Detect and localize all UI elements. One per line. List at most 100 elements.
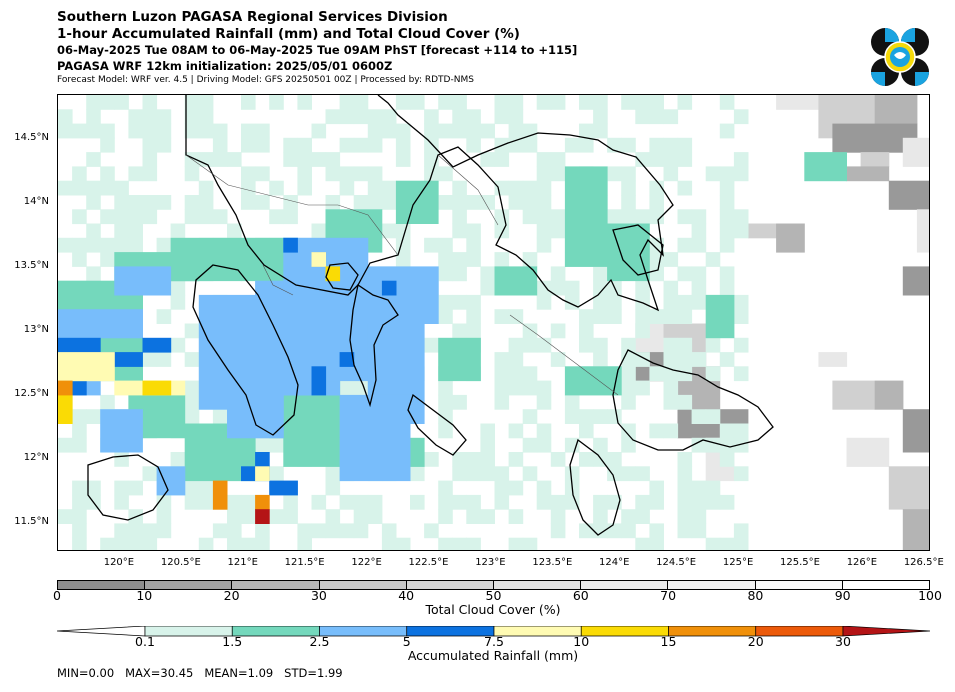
cloud-cell	[902, 266, 929, 296]
rain-cell	[719, 537, 735, 550]
rain-cell-intense	[381, 280, 397, 296]
rain-cell	[353, 509, 369, 524]
rain-cell	[663, 280, 679, 296]
rain-colorbar-segment	[755, 626, 844, 637]
lon-label: 122°E	[351, 557, 382, 568]
rain-cell	[522, 323, 538, 339]
rain-cell	[677, 209, 693, 225]
rain-colorbar-min-extension	[57, 626, 146, 637]
rain-cell	[325, 509, 341, 524]
rain-cell-heavy	[114, 266, 172, 296]
rain-cell	[522, 537, 538, 550]
rain-cell	[494, 394, 510, 410]
rain-cell	[522, 180, 538, 196]
rain-cell	[339, 166, 355, 182]
rain-cell	[635, 323, 650, 339]
rain-cell	[593, 352, 608, 367]
rain-cell	[593, 266, 608, 282]
cloud-colorbar-segment	[232, 581, 320, 589]
rain-cell	[466, 309, 481, 324]
rain-cell	[649, 180, 664, 196]
rain-cell	[72, 437, 87, 453]
rain-cell	[128, 480, 143, 496]
rain-cell	[508, 337, 524, 353]
rain-cell	[579, 423, 594, 439]
rain-cell	[733, 423, 749, 439]
cloud-cell	[818, 352, 848, 367]
rain-cell	[367, 109, 383, 125]
rain-cell	[663, 137, 679, 153]
rain-cell	[508, 123, 524, 139]
rain-cell	[635, 494, 650, 510]
rain-cell	[508, 366, 524, 382]
rain-cell	[72, 409, 87, 424]
rain-cell	[142, 166, 158, 182]
rain-cell	[508, 195, 524, 210]
rain-cell	[508, 423, 524, 439]
rain-cell	[353, 166, 369, 182]
cloud-colorbar-segment	[842, 581, 930, 589]
rain-cell	[452, 109, 467, 125]
rain-cell	[72, 480, 87, 496]
rain-cell	[438, 380, 453, 396]
rain-cell	[381, 180, 397, 196]
rain-cell-orange	[58, 380, 73, 396]
rain-cell	[142, 209, 158, 225]
rain-cell	[522, 366, 538, 382]
rain-cell	[452, 537, 467, 550]
rain-cell	[579, 523, 594, 539]
rain-cell	[635, 537, 650, 550]
rain-cell	[635, 95, 650, 110]
rain-cell	[438, 509, 453, 524]
cloud-cell	[776, 223, 805, 253]
rain-cell	[494, 466, 510, 482]
cloud-colorbar-segment	[58, 581, 146, 589]
province-boundaries	[185, 154, 619, 396]
rain-cell	[142, 123, 158, 139]
rain-cell	[466, 452, 481, 467]
rain-cell	[733, 437, 749, 453]
pagasa-logo	[871, 28, 929, 86]
rain-cell	[114, 452, 129, 467]
rain-cell	[705, 252, 721, 267]
rain-cell	[100, 252, 115, 267]
rain-cell	[677, 480, 693, 496]
rain-cell-intense	[339, 352, 355, 367]
rain-cell	[564, 280, 580, 296]
lon-label: 124°E	[599, 557, 630, 568]
rain-cell	[353, 380, 369, 396]
rain-cell	[424, 452, 439, 467]
rain-cell	[142, 466, 158, 482]
rain-cell	[663, 309, 679, 324]
rain-cell	[184, 380, 200, 396]
rainfall-layer	[58, 95, 847, 550]
rain-cell	[114, 523, 129, 539]
rain-cell	[719, 266, 735, 282]
rain-cell	[466, 252, 481, 267]
rain-cell	[241, 180, 256, 196]
rain-cell	[438, 266, 453, 282]
rain-cell	[733, 109, 749, 125]
rain-cell	[438, 123, 453, 139]
cloud-cover-colorbar	[57, 580, 930, 590]
rain-cell	[635, 309, 650, 324]
rain-cell	[494, 109, 510, 125]
rain-cell	[325, 166, 341, 182]
rain-cell	[255, 523, 270, 539]
rain-cell	[438, 237, 453, 253]
rain-cell	[719, 452, 735, 467]
rain-cell	[255, 195, 270, 210]
lon-label: 121.5°E	[284, 557, 325, 568]
rain-cell	[438, 95, 453, 110]
rain-cell	[212, 409, 228, 424]
rain-cell	[297, 95, 312, 110]
rain-cell	[733, 152, 749, 167]
rain-cell	[198, 494, 214, 510]
coastline-marinduque	[325, 262, 359, 291]
rain-cell	[677, 152, 693, 167]
coastline-layer	[87, 95, 774, 536]
rain-cell	[536, 423, 552, 439]
map-canvas	[58, 95, 929, 550]
rain-cell	[466, 109, 481, 125]
lat-label: 12.5°N	[14, 387, 49, 399]
